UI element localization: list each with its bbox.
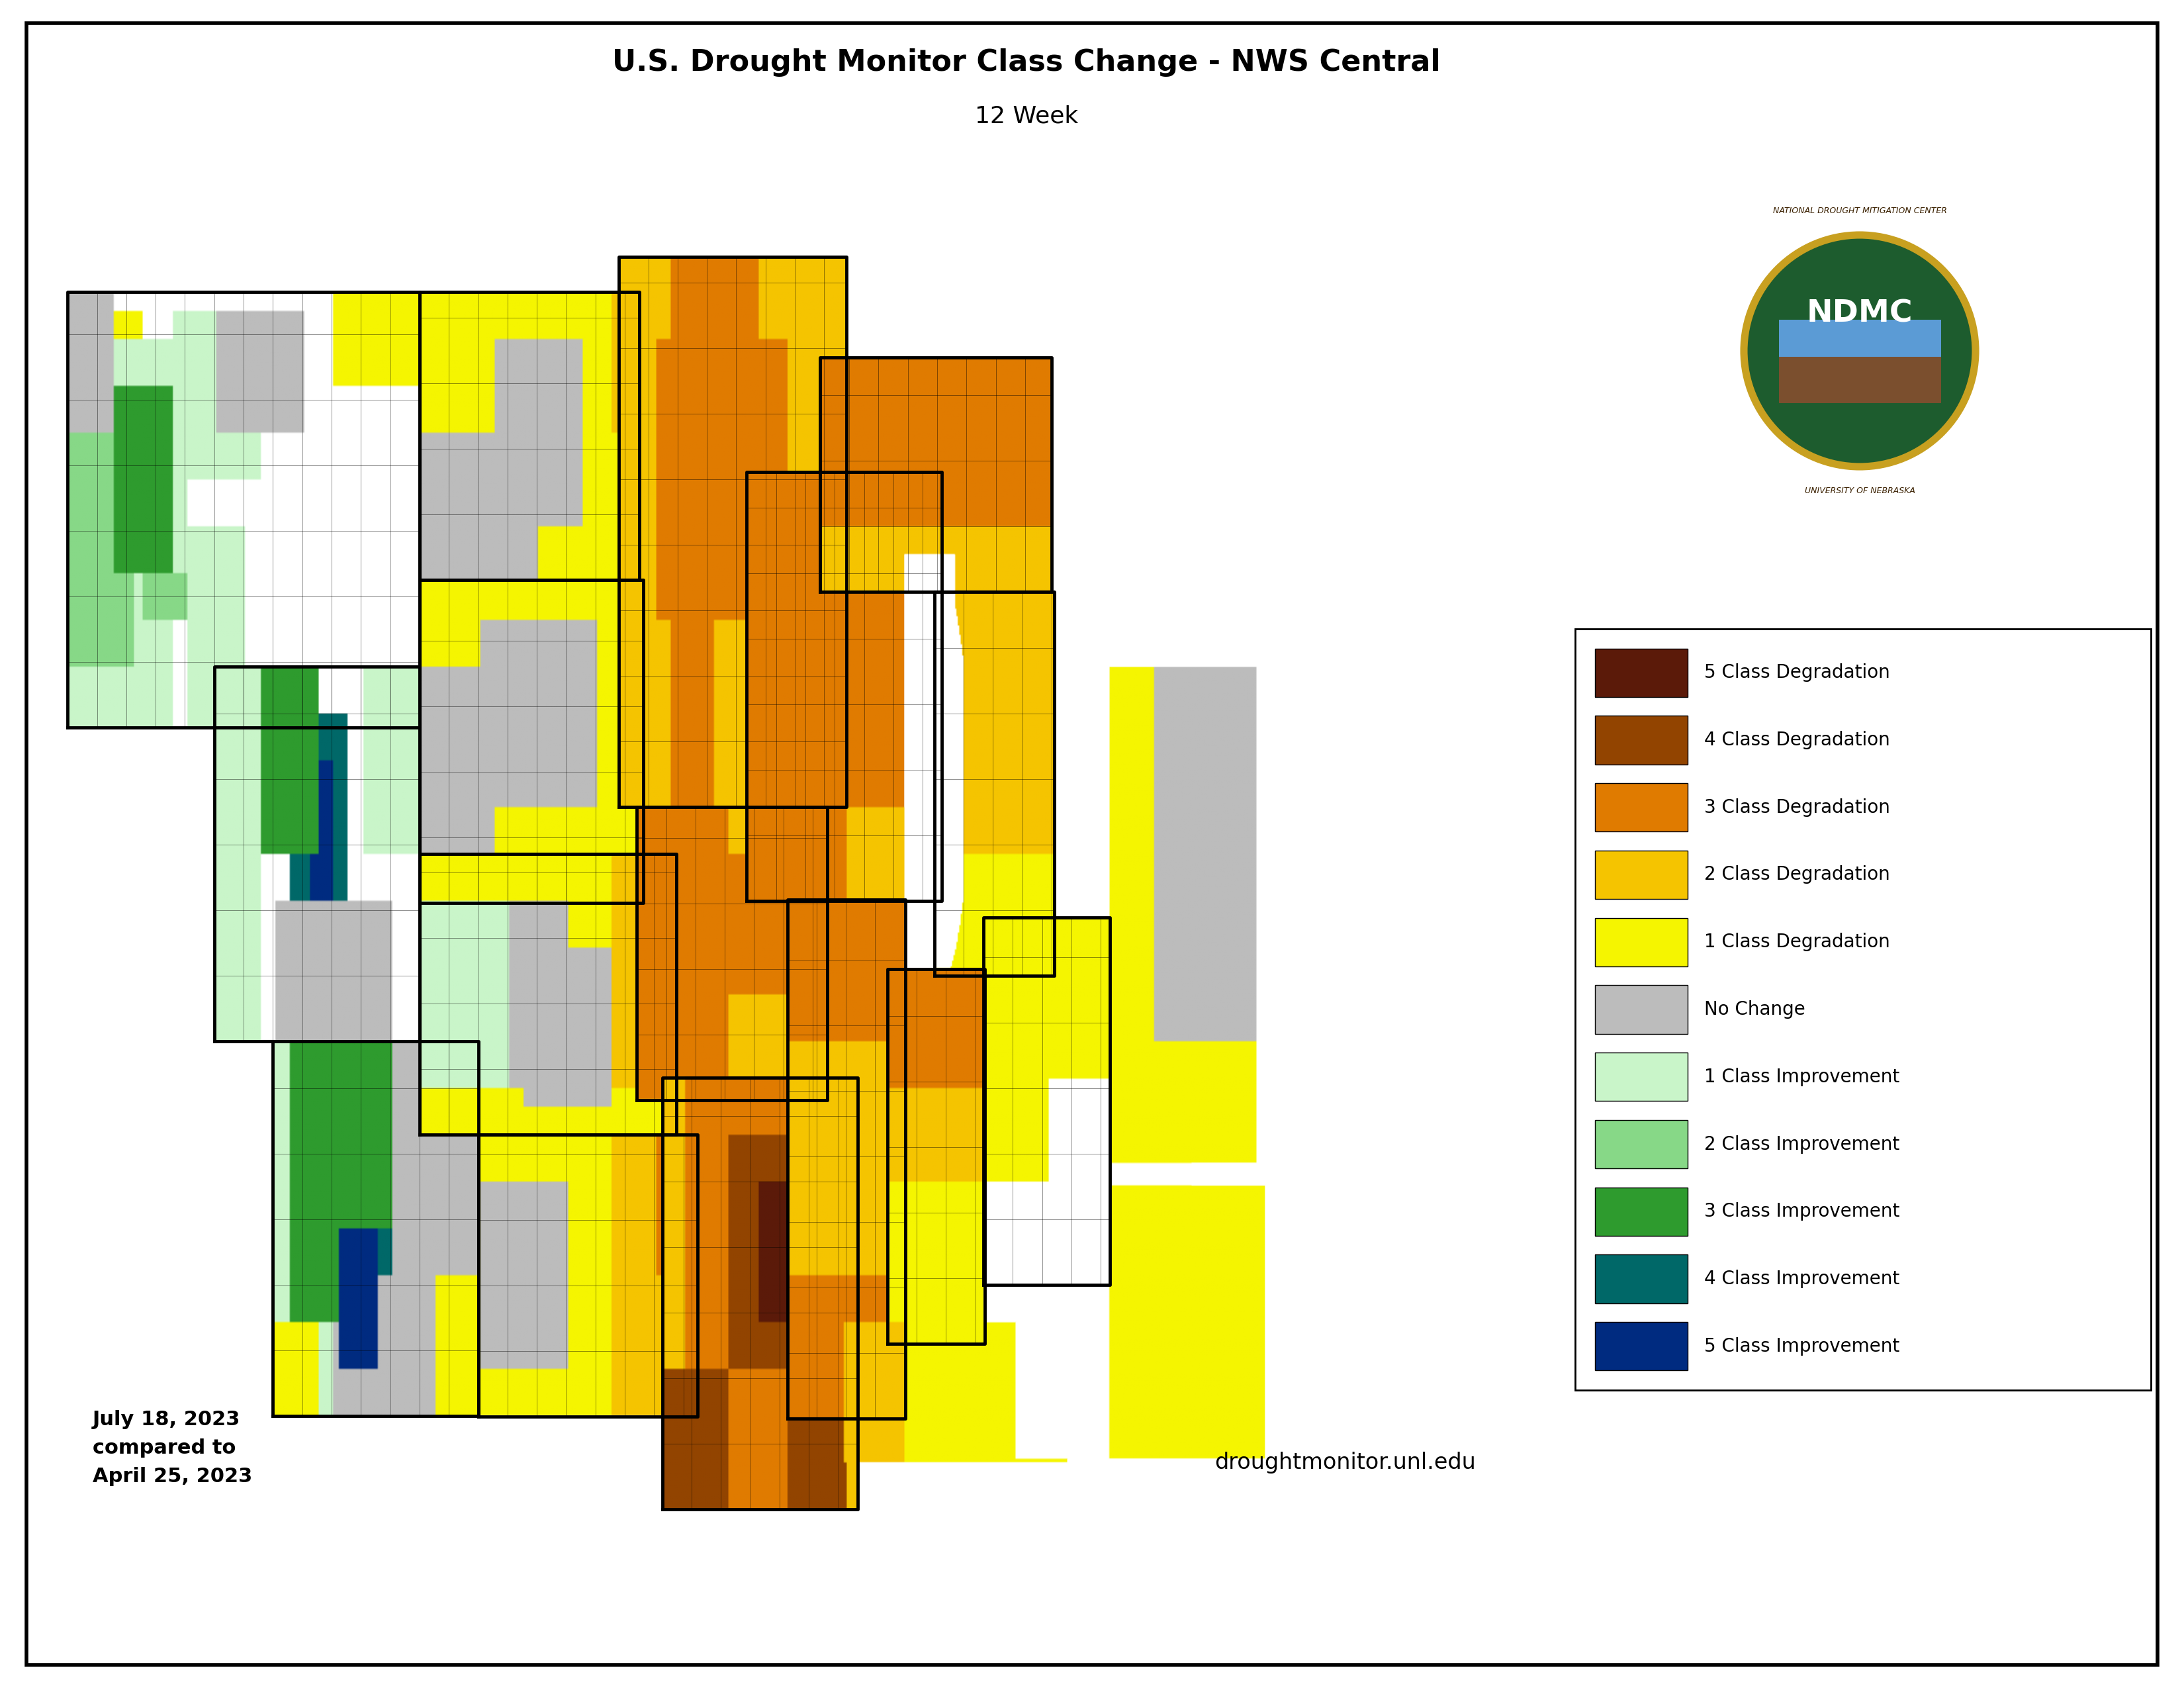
Bar xyxy=(1778,356,1942,403)
Bar xyxy=(1594,1254,1688,1303)
Text: 3 Class Improvement: 3 Class Improvement xyxy=(1704,1202,1900,1220)
Text: 5 Class Degradation: 5 Class Degradation xyxy=(1704,663,1889,682)
Bar xyxy=(1594,986,1688,1033)
Circle shape xyxy=(1743,235,1977,466)
Bar xyxy=(1594,851,1688,900)
Text: 1 Class Improvement: 1 Class Improvement xyxy=(1704,1067,1900,1085)
Bar xyxy=(1594,1187,1688,1236)
Text: U.S. Drought Monitor Class Change - NWS Central: U.S. Drought Monitor Class Change - NWS … xyxy=(612,49,1441,78)
Text: 4 Class Degradation: 4 Class Degradation xyxy=(1704,731,1889,749)
Circle shape xyxy=(1765,257,1955,446)
Bar xyxy=(1594,1119,1688,1168)
Bar xyxy=(1575,630,2151,1391)
Text: NATIONAL DROUGHT MITIGATION CENTER: NATIONAL DROUGHT MITIGATION CENTER xyxy=(1773,206,1946,214)
Text: 4 Class Improvement: 4 Class Improvement xyxy=(1704,1269,1900,1288)
Text: droughtmonitor.unl.edu: droughtmonitor.unl.edu xyxy=(1214,1452,1476,1474)
Text: 2 Class Degradation: 2 Class Degradation xyxy=(1704,866,1889,885)
Text: 3 Class Degradation: 3 Class Degradation xyxy=(1704,798,1889,817)
Bar xyxy=(1594,783,1688,832)
Text: 12 Week: 12 Week xyxy=(974,105,1079,127)
Bar xyxy=(1594,648,1688,697)
Bar xyxy=(1594,918,1688,966)
Text: No Change: No Change xyxy=(1704,1001,1806,1020)
Bar xyxy=(1778,319,1942,360)
Text: July 18, 2023
compared to
April 25, 2023: July 18, 2023 compared to April 25, 2023 xyxy=(92,1409,253,1485)
Text: NDMC: NDMC xyxy=(1806,299,1913,329)
Bar xyxy=(1594,716,1688,765)
Bar xyxy=(1594,1053,1688,1101)
Text: UNIVERSITY OF NEBRASKA: UNIVERSITY OF NEBRASKA xyxy=(1804,486,1915,495)
Bar xyxy=(1594,1322,1688,1371)
Text: 1 Class Degradation: 1 Class Degradation xyxy=(1704,933,1889,952)
Text: 2 Class Improvement: 2 Class Improvement xyxy=(1704,1134,1900,1153)
Text: 5 Class Improvement: 5 Class Improvement xyxy=(1704,1337,1900,1355)
